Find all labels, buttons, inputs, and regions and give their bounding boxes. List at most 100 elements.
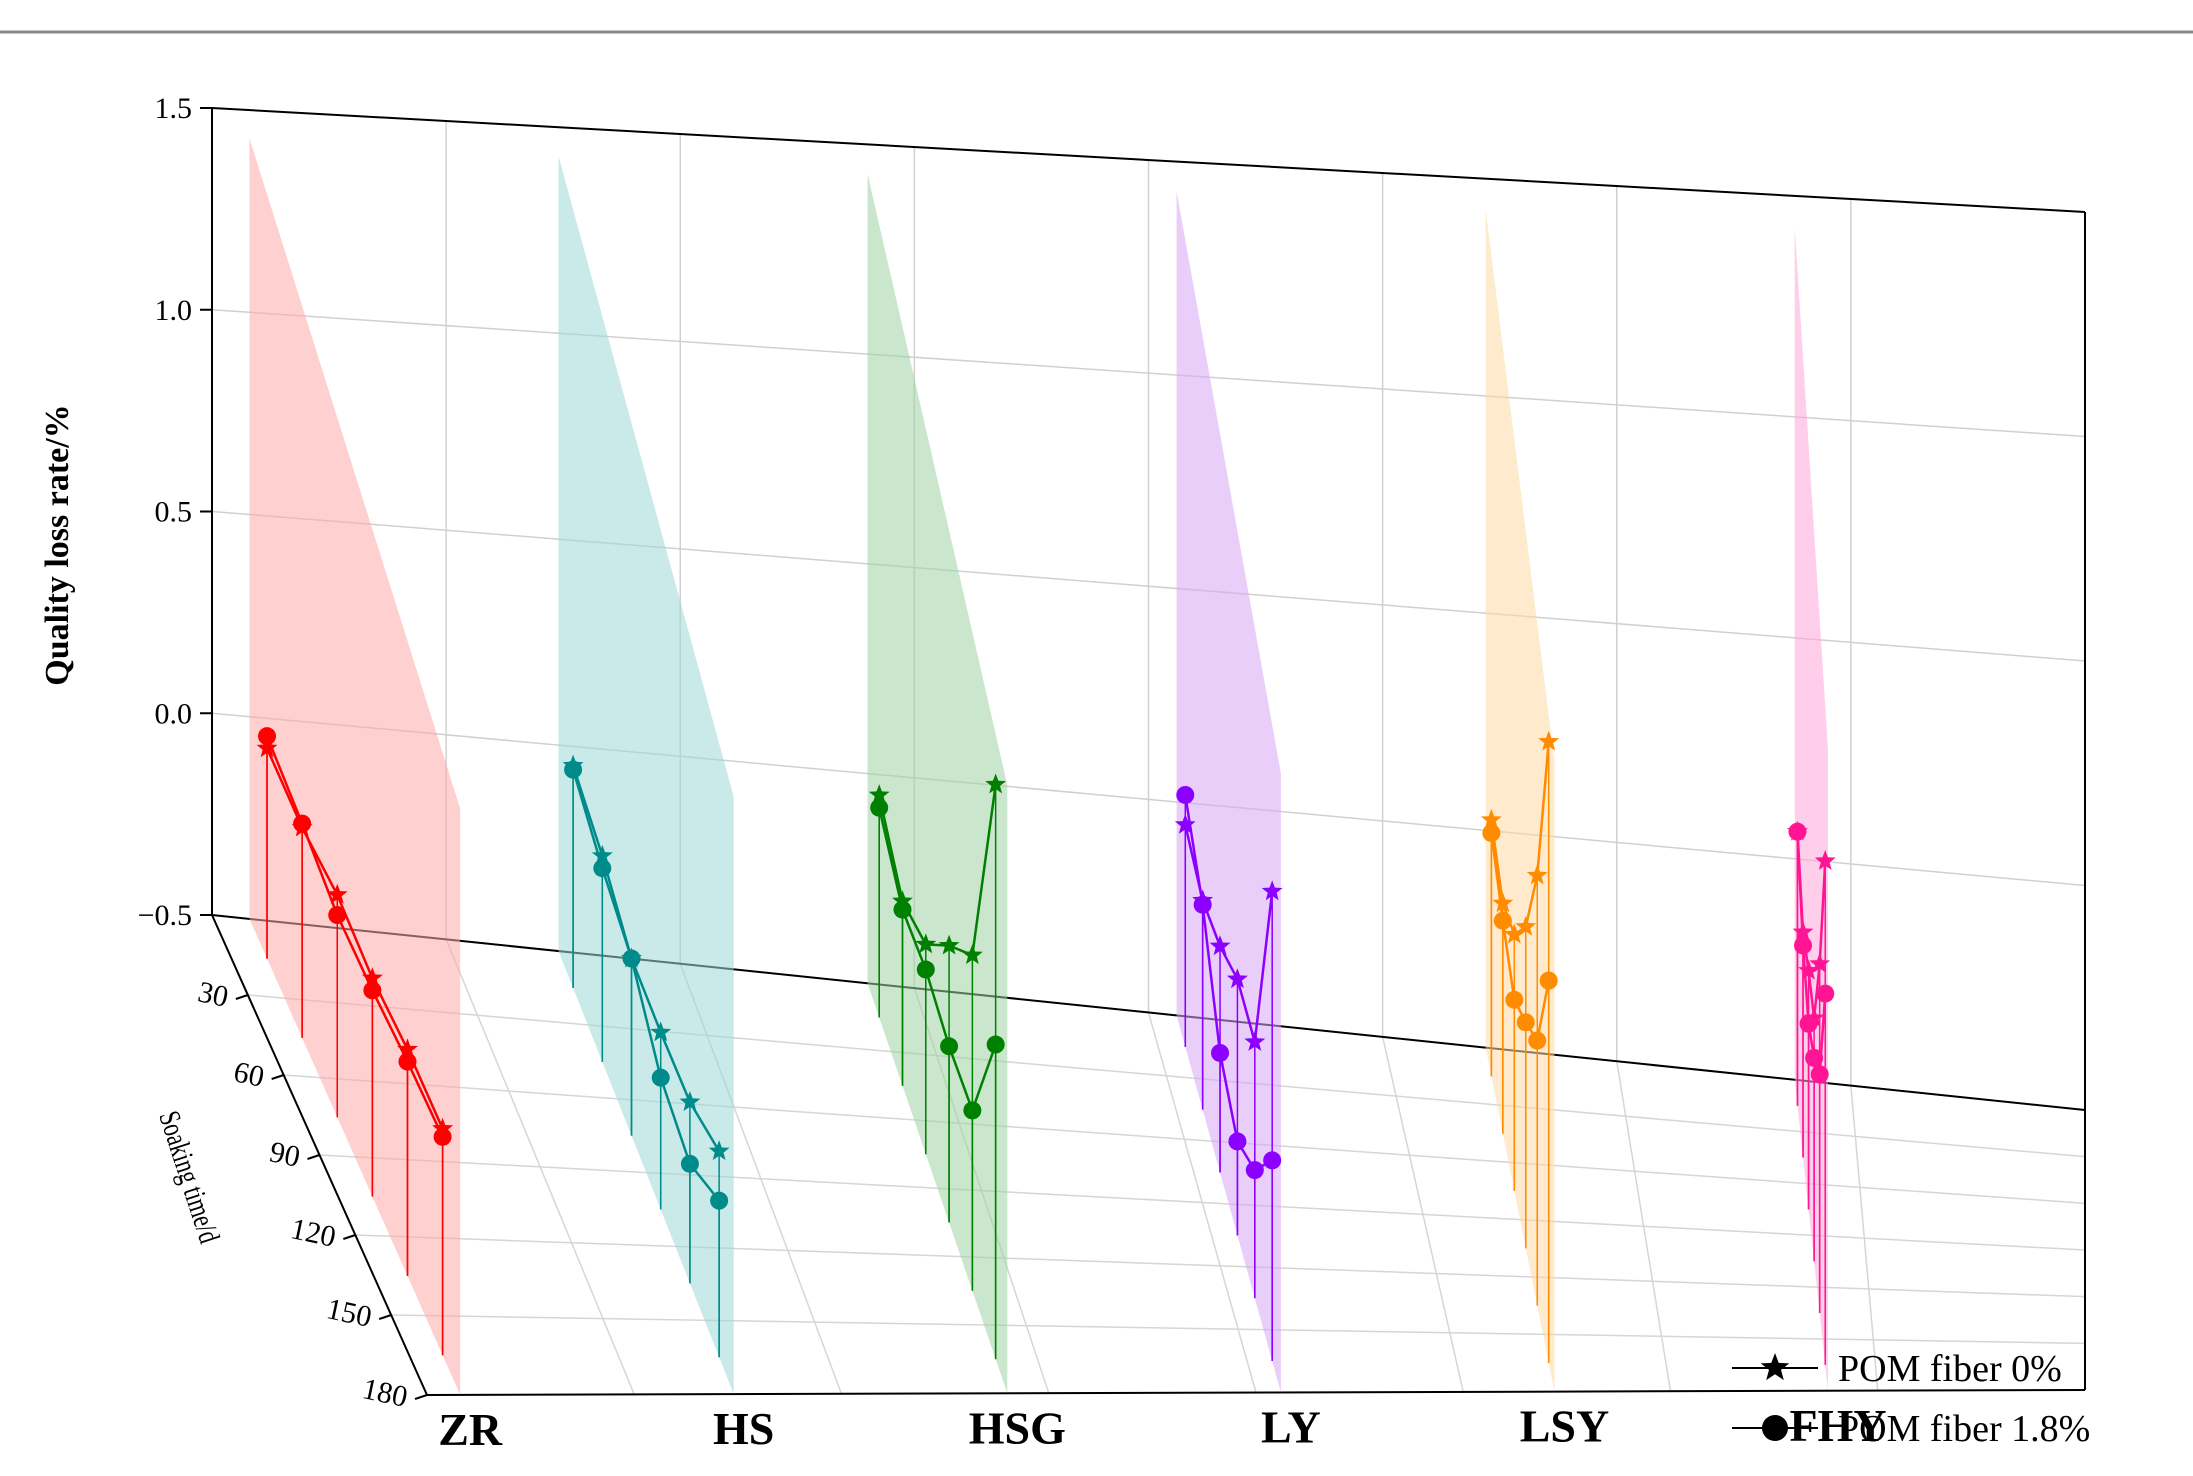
time-tick-mark — [307, 1154, 320, 1160]
panel-zr — [249, 138, 461, 1395]
series-line-hsg-star — [877, 784, 997, 957]
time-tick-label: 30 — [195, 975, 231, 1014]
star-point — [1538, 730, 1560, 751]
circle-point — [1193, 895, 1212, 914]
series-line-hsg-circle — [877, 807, 997, 1115]
star-point — [432, 1117, 454, 1138]
z-tick-label: 0.5 — [155, 496, 193, 529]
category-group-hs — [558, 156, 734, 1395]
circle-point — [651, 1068, 670, 1087]
circle-point — [1788, 822, 1807, 841]
star-point — [985, 773, 1007, 794]
category-label-fhy: FHY — [1789, 1400, 1886, 1451]
circle-point — [1816, 984, 1835, 1003]
series-line-lsy-star — [1490, 741, 1550, 937]
time-tick-label: 180 — [360, 1372, 411, 1414]
star-point — [1492, 892, 1514, 913]
category-label-hsg: HSG — [969, 1402, 1066, 1453]
star-point — [1261, 880, 1283, 901]
category-label-zr: ZR — [438, 1404, 503, 1455]
star-point — [591, 844, 613, 865]
time-tick-mark — [414, 1394, 428, 1400]
category-panels — [249, 138, 1836, 1395]
star-point — [938, 934, 960, 955]
star-point — [1798, 959, 1819, 980]
series-line-lsy-circle — [1490, 832, 1550, 1044]
category-group-zr — [249, 138, 461, 1395]
axis-ticks: −0.5 0.0 0.5 1.0 1.5 30 60 90 120 150 180 ZR HS HSG LY… — [138, 92, 1887, 1455]
circle-point — [1505, 990, 1524, 1009]
axis-titles: Quality loss rate/% Soaking time/d — [39, 404, 227, 1247]
category-group-hsg — [867, 173, 1008, 1394]
series-line-zr-circle — [265, 735, 444, 1138]
z-tick-label: −0.5 — [138, 899, 192, 932]
circle-point — [328, 906, 347, 925]
circle-point — [893, 900, 912, 919]
star-point — [961, 944, 983, 965]
category-label-hs: HS — [713, 1403, 774, 1454]
star-point — [708, 1140, 730, 1161]
star-point — [1503, 923, 1525, 944]
frame-edge — [211, 914, 2086, 1111]
grid-floor-time-line — [391, 1314, 2086, 1345]
circle-point — [1228, 1132, 1247, 1151]
time-tick-mark — [271, 1074, 284, 1080]
circle-point — [1528, 1031, 1547, 1050]
time-axis-title: Soaking time/d — [152, 1107, 227, 1248]
legend: POM fiber 0% POM fiber 1.8% — [1732, 1348, 2090, 1450]
circle-point — [1482, 823, 1501, 842]
star-point — [892, 890, 913, 911]
time-tick-mark — [343, 1234, 356, 1240]
star-point — [915, 933, 937, 954]
z-tick-label: 1.0 — [155, 294, 193, 327]
star-point — [397, 1038, 418, 1059]
circle-point — [710, 1191, 729, 1210]
star-point — [1515, 915, 1537, 936]
legend-label-1: POM fiber 1.8% — [1838, 1408, 2090, 1450]
circle-point — [593, 859, 612, 878]
category-group-lsy — [1480, 209, 1560, 1392]
star-point — [679, 1091, 701, 1111]
circle-point — [963, 1101, 982, 1120]
time-tick-mark — [235, 994, 249, 1000]
circle-point — [433, 1127, 452, 1146]
circle-point — [1805, 1048, 1824, 1067]
circle-point — [986, 1035, 1005, 1054]
circle-point — [1176, 785, 1195, 804]
category-label-lsy: LSY — [1520, 1401, 1609, 1452]
z-tick-label: 1.5 — [155, 92, 193, 125]
circle-point — [363, 981, 382, 1000]
frame-edge — [211, 107, 2086, 213]
star-point — [326, 883, 348, 904]
star-point — [650, 1021, 672, 1042]
star-point — [1244, 1031, 1266, 1051]
circle-point — [398, 1052, 417, 1071]
circle-point — [1516, 1013, 1535, 1032]
circle-point — [1799, 1014, 1818, 1033]
grid-floor-time-line — [319, 1154, 2086, 1251]
panel-hs — [558, 156, 734, 1395]
circle-point — [1493, 911, 1512, 930]
star-point — [1209, 935, 1231, 956]
panel-hsg — [867, 173, 1008, 1394]
time-tick-label: 120 — [288, 1212, 339, 1254]
grid-floor-time-line — [283, 1074, 2086, 1205]
star-point — [1526, 864, 1548, 885]
star-point — [868, 784, 890, 804]
circle-point — [293, 814, 312, 833]
category-group-ly — [1174, 191, 1283, 1393]
time-tick-label: 150 — [324, 1292, 375, 1334]
series-line-hs-star — [571, 765, 721, 1152]
star-point — [361, 967, 383, 988]
time-tick-label: 60 — [231, 1055, 267, 1094]
circle-point — [258, 727, 277, 746]
circle-point — [680, 1154, 699, 1173]
grid-floor-time-line — [247, 994, 2086, 1158]
star-point — [1814, 850, 1836, 870]
category-label-ly: LY — [1261, 1401, 1321, 1452]
category-group-fhy — [1787, 226, 1836, 1391]
star-point — [1227, 968, 1248, 989]
star-point — [1480, 808, 1502, 829]
circle-point — [1810, 1065, 1829, 1084]
time-tick-mark — [378, 1314, 392, 1320]
